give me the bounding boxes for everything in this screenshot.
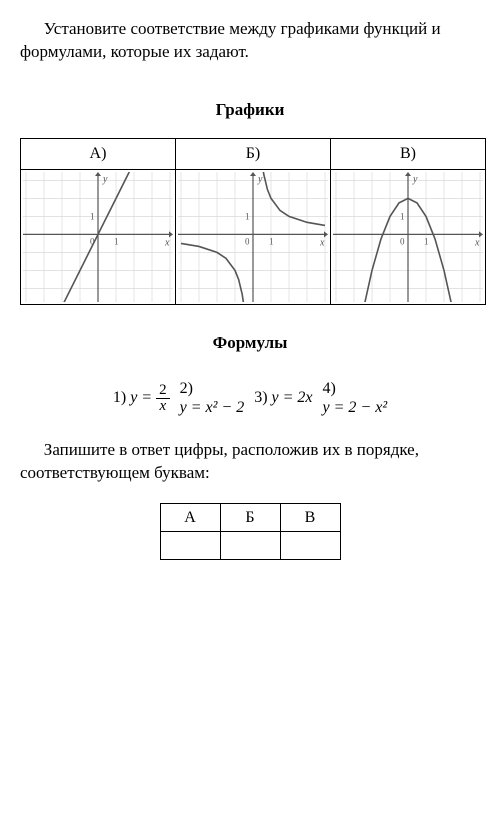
formula-1-lhs: y = <box>130 389 152 407</box>
graphs-table: А) Б) В) x y 0 1 1 x y 0 1 1 x y 0 1 1 <box>20 138 486 305</box>
chart-v: x y 0 1 1 <box>333 172 483 302</box>
svg-text:y: y <box>412 174 418 185</box>
formula-2-eq: y = x² − 2 <box>180 398 245 417</box>
formula-2-num: 2) <box>180 379 193 398</box>
svg-text:x: x <box>474 237 480 248</box>
answer-header-a: А <box>160 504 220 532</box>
svg-text:1: 1 <box>424 236 429 246</box>
svg-text:y: y <box>102 174 108 185</box>
answer-cell-b[interactable] <box>220 532 280 560</box>
formula-2: 2) y = x² − 2 <box>180 379 245 417</box>
graphs-title: Графики <box>20 100 480 120</box>
answer-table: А Б В <box>160 503 341 560</box>
svg-text:x: x <box>164 237 170 248</box>
formula-1-frac-num: 2 <box>156 383 170 399</box>
formula-1: 1) y = 2 x <box>113 383 170 414</box>
svg-text:0: 0 <box>245 236 250 246</box>
chart-b: x y 0 1 1 <box>178 172 328 302</box>
svg-text:1: 1 <box>269 236 274 246</box>
svg-text:y: y <box>257 174 263 185</box>
formula-4: 4) y = 2 − x² <box>323 379 388 417</box>
answer-header-b: Б <box>220 504 280 532</box>
graph-header-v: В) <box>331 138 486 169</box>
formula-3: 3) y = 2x <box>254 389 312 407</box>
formulas-row: 1) y = 2 x 2) y = x² − 2 3) y = 2x 4) y … <box>20 379 480 417</box>
chart-a: xy011 <box>23 172 173 302</box>
answer-header-v: В <box>280 504 340 532</box>
answer-cell-a[interactable] <box>160 532 220 560</box>
graph-header-a: А) <box>21 138 176 169</box>
formula-1-num: 1) <box>113 389 126 407</box>
formula-3-eq: y = 2x <box>272 389 313 407</box>
formula-1-frac-den: x <box>157 399 170 414</box>
svg-text:1: 1 <box>245 211 250 221</box>
formula-4-eq: y = 2 − x² <box>323 398 388 417</box>
graph-header-b: Б) <box>176 138 331 169</box>
svg-text:x: x <box>319 237 325 248</box>
svg-text:1: 1 <box>90 211 95 221</box>
svg-text:0: 0 <box>400 236 405 246</box>
answer-cell-v[interactable] <box>280 532 340 560</box>
task-prompt: Установите соответствие между графиками … <box>20 18 480 64</box>
svg-text:1: 1 <box>114 236 119 246</box>
formula-4-num: 4) <box>323 379 336 398</box>
formulas-title: Формулы <box>20 333 480 353</box>
svg-text:1: 1 <box>400 211 405 221</box>
formula-1-frac: 2 x <box>156 383 170 414</box>
formula-3-num: 3) <box>254 389 267 407</box>
answer-prompt: Запишите в ответ цифры, расположив их в … <box>20 439 480 485</box>
